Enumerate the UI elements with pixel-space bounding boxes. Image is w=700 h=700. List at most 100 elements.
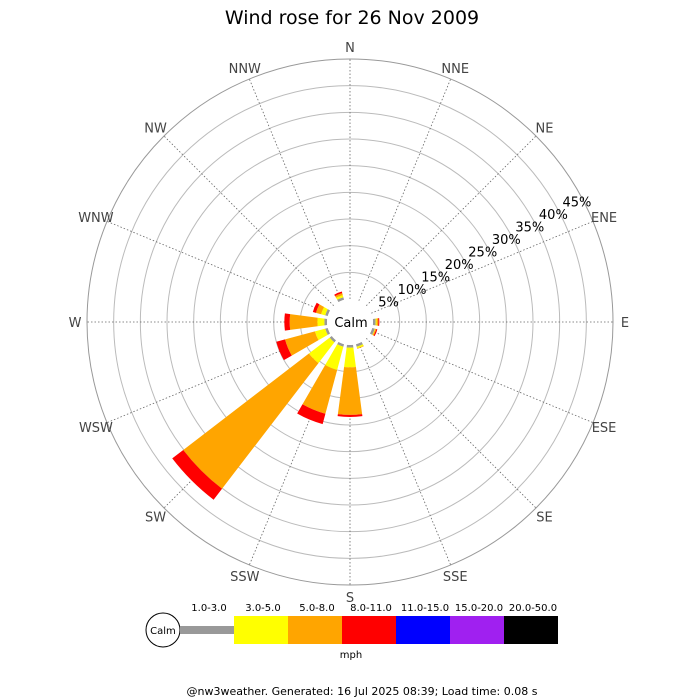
spoke-nnw bbox=[248, 78, 342, 301]
bar-w-bin-2 bbox=[317, 317, 325, 327]
bar-s-bin-1 bbox=[346, 344, 354, 348]
ring-9 bbox=[86, 58, 614, 586]
legend-label-4: 8.0-11.0 bbox=[350, 603, 392, 614]
bar-sw-bin-2 bbox=[308, 337, 335, 364]
bar-e-bin-4 bbox=[378, 318, 380, 326]
percent-label-1: 5% bbox=[378, 295, 399, 310]
bar-ese-bin-2 bbox=[372, 328, 376, 336]
spoke-wnw bbox=[106, 220, 329, 314]
percent-label-2: 10% bbox=[398, 283, 427, 298]
bar-e-bin-3 bbox=[376, 318, 379, 326]
legend-unit: mph bbox=[340, 650, 362, 661]
percent-label-4: 20% bbox=[445, 258, 474, 273]
direction-label-sse: SSE bbox=[443, 570, 468, 585]
bar-sse-bin-3 bbox=[357, 345, 364, 349]
legend-swatch-2 bbox=[234, 616, 288, 644]
direction-label-ene: ENE bbox=[591, 211, 617, 226]
calm-center: Calm bbox=[327, 299, 373, 345]
legend-swatch-5 bbox=[396, 616, 450, 644]
legend-swatch-4 bbox=[342, 616, 396, 644]
direction-label-sw: SW bbox=[145, 510, 166, 525]
direction-label-nnw: NNW bbox=[229, 62, 261, 77]
bar-sw-bin-1 bbox=[329, 336, 336, 343]
direction-label-wsw: WSW bbox=[79, 421, 113, 436]
speed-legend: Calm 1.0-3.0 3.0-5.0 5.0-8.0 8.0-11.0 11.0-15… bbox=[145, 603, 558, 661]
legend-swatch-7 bbox=[504, 616, 558, 644]
direction-label-ese: ESE bbox=[592, 421, 617, 436]
bar-e-bin-1 bbox=[372, 318, 376, 326]
bar-ssw-bin-2 bbox=[325, 344, 344, 370]
percent-label-3: 15% bbox=[421, 270, 450, 285]
bar-s-bin-4 bbox=[337, 414, 363, 417]
ring-6 bbox=[166, 138, 534, 506]
legend-label-5: 11.0-15.0 bbox=[401, 603, 449, 614]
bar-sse-bin-2 bbox=[356, 344, 364, 349]
footer-text: @nw3weather. Generated: 16 Jul 2025 08:3… bbox=[187, 685, 538, 698]
bar-w-bin-1 bbox=[324, 318, 328, 326]
bar-ssw-bin-3 bbox=[302, 365, 338, 414]
bar-wnw-bin-4 bbox=[312, 302, 320, 313]
legend-label-2: 3.0-5.0 bbox=[245, 603, 280, 614]
chart-title: Wind rose for 26 Nov 2009 bbox=[225, 7, 479, 29]
direction-label-wnw: WNW bbox=[78, 211, 114, 226]
legend-swatch-3 bbox=[288, 616, 342, 644]
bar-sse-bin-1 bbox=[355, 341, 363, 347]
percent-label-5: 25% bbox=[468, 245, 497, 260]
legend-label-1: 1.0-3.0 bbox=[191, 603, 226, 614]
bar-nnw-bin-1 bbox=[337, 297, 345, 303]
bar-nnw-bin-2 bbox=[336, 295, 344, 300]
bar-s-bin-3 bbox=[337, 367, 363, 415]
direction-label-se: SE bbox=[536, 510, 552, 525]
legend-calm-label: Calm bbox=[150, 626, 176, 637]
spoke-ne bbox=[365, 135, 537, 307]
bar-ssw-bin-1 bbox=[337, 341, 345, 347]
bar-sw-bin-4 bbox=[172, 449, 223, 500]
bar-sw-bin-3 bbox=[183, 353, 319, 489]
bar-wnw-bin-1 bbox=[325, 309, 331, 317]
direction-label-nw: NW bbox=[144, 122, 167, 137]
bar-wnw-bin-2 bbox=[321, 307, 328, 316]
percent-label-6: 30% bbox=[492, 233, 521, 248]
direction-label-ssw: SSW bbox=[230, 570, 260, 585]
spoke-ese bbox=[371, 330, 594, 424]
ring-4 bbox=[219, 191, 481, 453]
direction-label-nne: NNE bbox=[441, 62, 469, 77]
ring-8 bbox=[113, 85, 587, 559]
direction-label-ne: NE bbox=[535, 122, 553, 137]
bar-ese-bin-4 bbox=[373, 329, 378, 337]
bar-nnw-bin-4 bbox=[334, 291, 343, 297]
calm-label: Calm bbox=[334, 316, 367, 331]
bar-wsw-bin-3 bbox=[285, 331, 319, 356]
bar-ese-bin-1 bbox=[369, 327, 375, 335]
percent-label-9: 45% bbox=[562, 195, 591, 210]
legend-swatch-1 bbox=[180, 626, 234, 634]
bar-wsw-bin-2 bbox=[314, 328, 328, 341]
wind-bars bbox=[172, 291, 380, 500]
ring-3 bbox=[246, 218, 454, 426]
bar-w-bin-3 bbox=[289, 314, 318, 330]
bar-ese-bin-3 bbox=[372, 328, 377, 336]
spoke-sse bbox=[358, 343, 452, 566]
legend-label-6: 15.0-20.0 bbox=[455, 603, 503, 614]
percent-label-8: 40% bbox=[539, 208, 568, 223]
direction-label-e: E bbox=[621, 316, 629, 331]
legend-label-7: 20.0-50.0 bbox=[509, 603, 557, 614]
bar-s-bin-2 bbox=[344, 347, 356, 368]
direction-label-s: S bbox=[346, 591, 354, 606]
spoke-se bbox=[365, 337, 537, 509]
spoke-nw bbox=[163, 135, 335, 307]
direction-label-w: W bbox=[69, 316, 82, 331]
bar-ssw-bin-4 bbox=[297, 404, 326, 425]
legend-swatch-6 bbox=[450, 616, 504, 644]
spoke-ene bbox=[371, 220, 594, 314]
bar-wsw-bin-1 bbox=[325, 327, 331, 335]
bar-wsw-bin-4 bbox=[276, 339, 292, 361]
bar-e-bin-2 bbox=[375, 318, 377, 326]
bar-wnw-bin-3 bbox=[315, 304, 325, 315]
bar-nnw-bin-3 bbox=[335, 293, 343, 298]
direction-labels: N NNE NE ENE E ESE SE SSE S SSW SW WSW W WNW NW NNW bbox=[69, 41, 630, 606]
legend-label-3: 5.0-8.0 bbox=[299, 603, 334, 614]
bar-w-bin-4 bbox=[284, 313, 291, 331]
percent-label-7: 35% bbox=[515, 220, 544, 235]
